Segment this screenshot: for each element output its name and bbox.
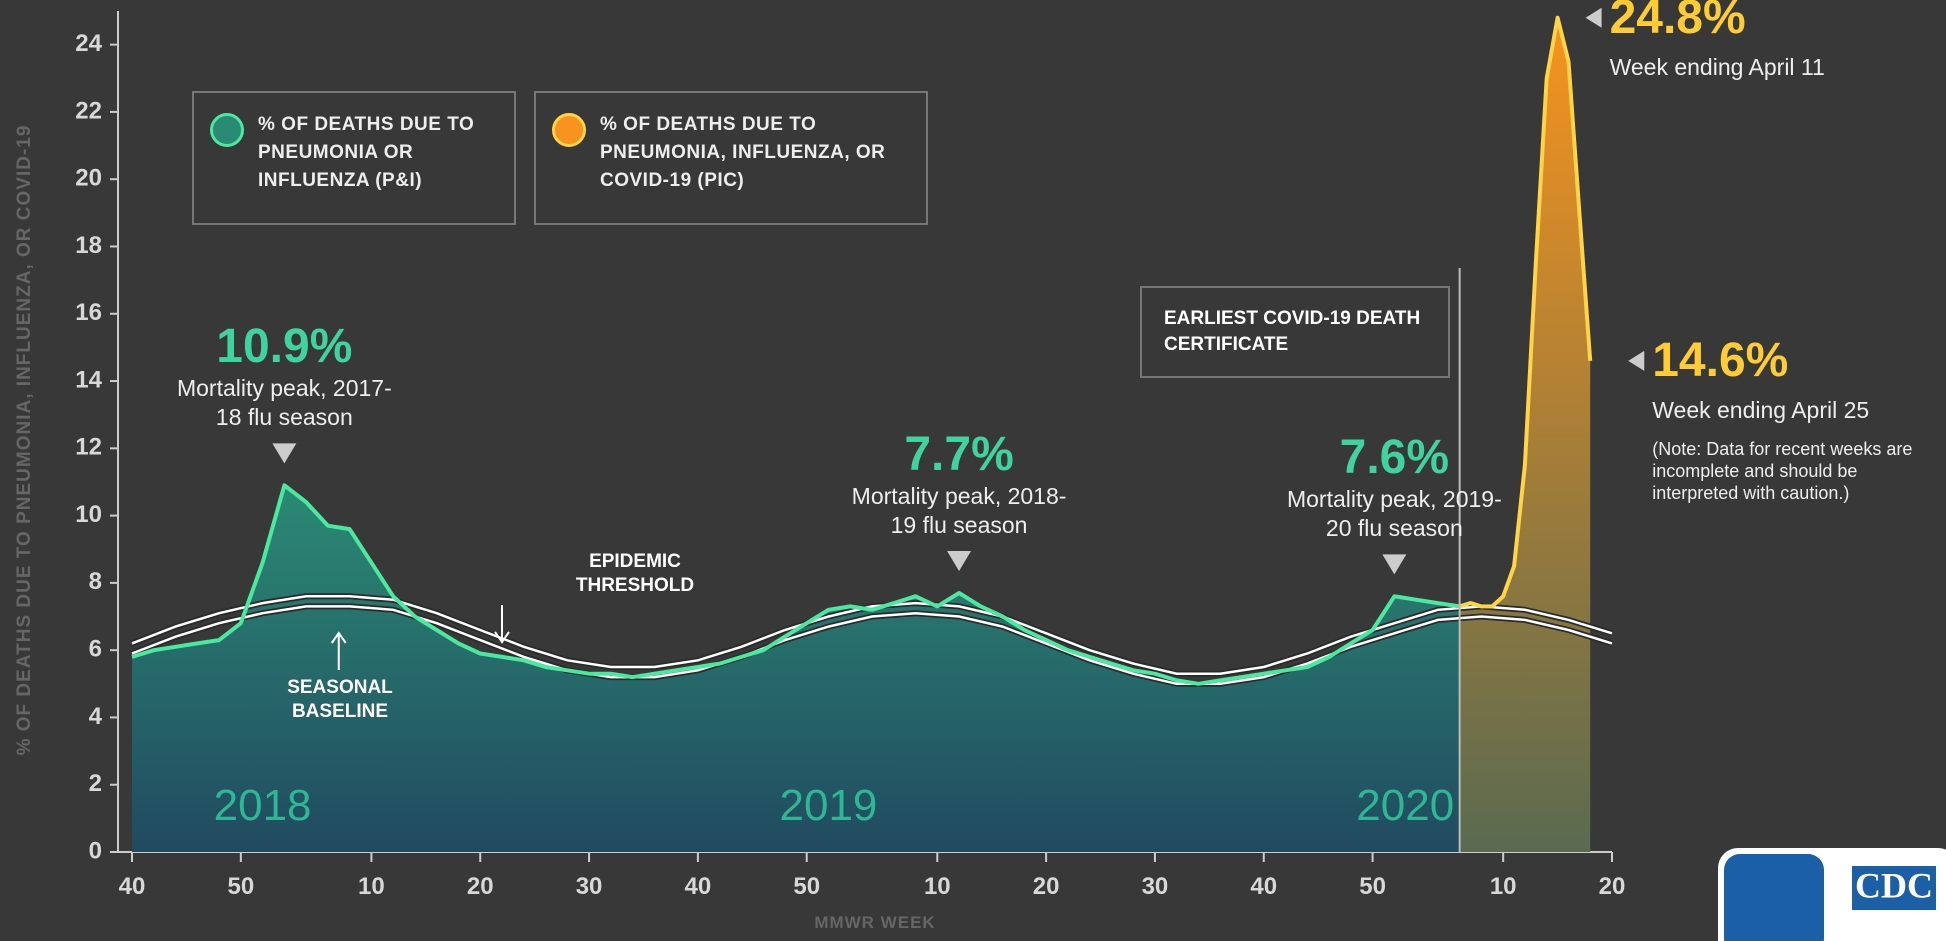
peak-value-label: 7.7% xyxy=(904,427,1014,481)
threshold-arrow xyxy=(494,605,510,644)
y-axis-label: % OF DEATHS DUE TO PNEUMONIA, INFLUENZA,… xyxy=(14,125,35,756)
y-tick-label: 16 xyxy=(75,299,102,326)
y-tick-label: 2 xyxy=(89,770,102,797)
peak-note: Mortality peak, 2017-18 flu season xyxy=(176,375,392,431)
y-tick-label: 4 xyxy=(89,703,103,730)
x-tick-label: 40 xyxy=(685,873,712,900)
y-tick-label: 18 xyxy=(75,232,102,259)
year-label: 2018 xyxy=(213,781,312,830)
x-tick-label: 20 xyxy=(1033,873,1060,900)
callout: 14.6% Week ending April 25 (Note: Data for… xyxy=(1652,331,1942,504)
callout-note: Week ending April 11 xyxy=(1609,53,1825,80)
baseline-label: SEASONAL BASELINE xyxy=(287,677,393,722)
legend-text: % OF DEATHS DUE TO PNEUMONIA, INFLUENZA,… xyxy=(600,114,886,191)
peak-marker xyxy=(1382,554,1407,575)
area-line xyxy=(131,483,1460,686)
x-tick-label: 30 xyxy=(1142,873,1169,900)
peak-annotation: 10.9% Mortality peak, 2017-18 flu season xyxy=(169,319,399,432)
area-fill xyxy=(1459,17,1591,852)
callout-marker xyxy=(1585,7,1602,28)
y-tick-label: 14 xyxy=(75,366,102,393)
x-tick-label: 10 xyxy=(358,873,385,900)
peak-note: Mortality peak, 2018-19 flu season xyxy=(851,482,1067,538)
legend-item: % OF DEATHS DUE TO PNEUMONIA, INFLUENZA,… xyxy=(534,91,928,225)
x-tick-label: 50 xyxy=(793,873,820,900)
callout-value-label: 14.6% xyxy=(1652,333,1789,387)
callout: 24.8% Week ending April 11 xyxy=(1610,0,1825,81)
callout-value-label: 24.8% xyxy=(1609,0,1746,44)
peak-note: Mortality peak, 2019-20 flu season xyxy=(1286,486,1502,542)
x-tick-label: 50 xyxy=(227,873,254,900)
cdc-box xyxy=(1852,866,1936,910)
legend-swatch xyxy=(210,113,244,147)
callout-note: Week ending April 25 xyxy=(1652,396,1870,423)
x-tick-label: 50 xyxy=(1359,873,1386,900)
line xyxy=(131,605,1613,686)
x-tick-label: 10 xyxy=(924,873,951,900)
y-tick-label: 6 xyxy=(89,636,102,663)
peak-annotation: 7.7% Mortality peak, 2018-19 flu season xyxy=(844,427,1074,540)
x-tick-label: 40 xyxy=(119,873,146,900)
area-line xyxy=(1459,15,1593,609)
baseline-arrow xyxy=(330,631,347,670)
threshold-label: EPIDEMIC THRESHOLD xyxy=(575,551,695,596)
y-tick-label: 22 xyxy=(75,97,102,124)
x-tick-label: 30 xyxy=(576,873,603,900)
peak-value-label: 10.9% xyxy=(216,320,353,374)
legend-item: % OF DEATHS DUE TO PNEUMONIA OR INFLUENZ… xyxy=(192,91,516,225)
callout-caution: (Note: Data for recent weeks are incompl… xyxy=(1652,438,1913,503)
year-label: 2019 xyxy=(779,781,878,830)
covid-label: EARLIEST COVID-19 DEATH CERTIFICATE xyxy=(1140,286,1450,378)
cdc-logo: CDC xyxy=(1718,848,1946,941)
y-tick-label: 8 xyxy=(89,568,102,595)
y-tick-label: 24 xyxy=(75,30,102,57)
peak-annotation: 7.6% Mortality peak, 2019-20 flu season xyxy=(1279,430,1509,543)
peak-marker xyxy=(947,550,972,571)
legend-text: % OF DEATHS DUE TO PNEUMONIA OR INFLUENZ… xyxy=(258,114,475,191)
x-tick-label: 10 xyxy=(1490,873,1517,900)
x-tick-label: 40 xyxy=(1250,873,1277,900)
x-axis-label: MMWR WEEK xyxy=(814,913,935,932)
y-tick-label: 0 xyxy=(89,837,102,864)
area-fill xyxy=(132,485,1460,852)
x-tick-label: 20 xyxy=(467,873,494,900)
peak-value-label: 7.6% xyxy=(1339,431,1450,485)
y-tick-label: 20 xyxy=(75,165,102,192)
peak-marker xyxy=(272,443,297,464)
y-tick-label: 12 xyxy=(75,434,102,461)
y-tick-label: 10 xyxy=(75,501,102,528)
hhs-mark xyxy=(1724,854,1824,941)
x-tick-label: 20 xyxy=(1599,873,1626,900)
logo-text: CDC xyxy=(1855,865,1933,905)
legend-swatch xyxy=(552,113,586,147)
year-label: 2020 xyxy=(1356,781,1455,830)
callout-marker xyxy=(1628,350,1645,371)
